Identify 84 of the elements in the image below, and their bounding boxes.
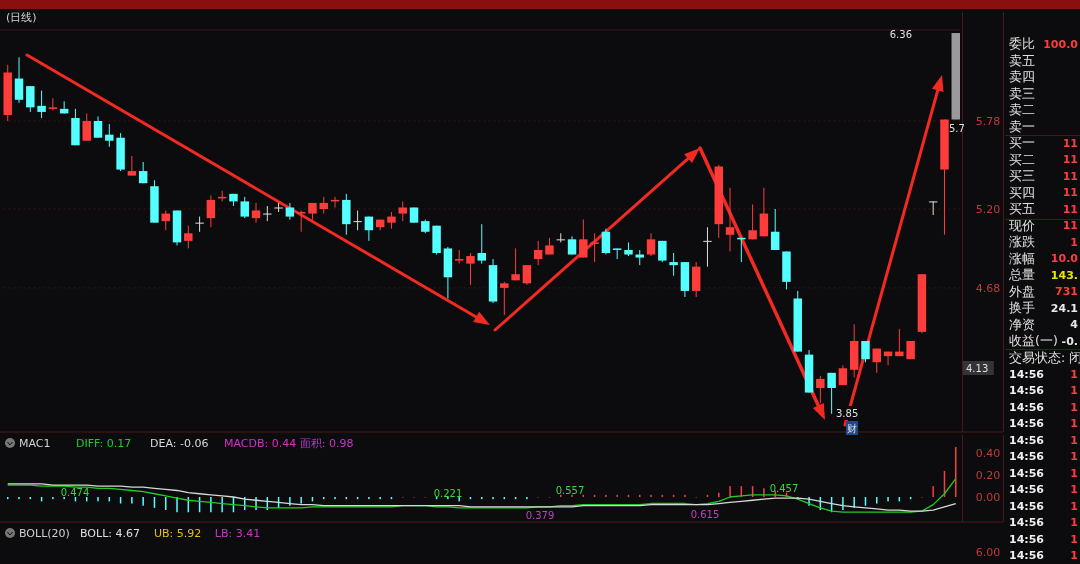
text: 4.13	[966, 362, 989, 374]
text: 10.0	[1050, 252, 1078, 266]
text: 1	[1070, 433, 1078, 447]
text: 11	[1062, 169, 1078, 183]
category-label: 外盘	[1009, 283, 1035, 299]
y-tick-label: 0.20	[975, 469, 1001, 483]
text: 6.00	[975, 545, 1001, 559]
text: UB: 5.92	[154, 527, 202, 540]
category-label: 14:56	[1009, 499, 1045, 513]
text: LB: 3.41	[214, 527, 261, 540]
y-tick-label: 0.40	[975, 447, 1001, 461]
category-label: 卖四	[1009, 69, 1035, 85]
category-label: 卖一	[1009, 118, 1035, 134]
text: 1	[1070, 235, 1078, 249]
annotation: 0.557	[555, 485, 585, 496]
text: 1	[1070, 450, 1078, 464]
category-label: 买二	[1009, 151, 1035, 167]
category-label: 14:56	[1009, 466, 1045, 480]
chart-title: (日线)	[6, 11, 37, 24]
text: 11	[1062, 186, 1078, 200]
text: 4	[1070, 318, 1078, 332]
text: BOLL(20)	[19, 527, 70, 540]
text: 1	[1070, 384, 1078, 398]
category-label: 14:56	[1009, 400, 1045, 414]
text: 1	[1070, 549, 1078, 563]
annotation: 0.474	[60, 487, 90, 498]
category-label: 涨幅	[1009, 250, 1035, 266]
text: 1	[1070, 532, 1078, 546]
text: 1	[1070, 466, 1078, 480]
annotation: 0.379	[525, 510, 555, 521]
category-label: 买五	[1009, 201, 1035, 217]
text: BOLL: 4.67	[80, 527, 140, 540]
annotation: 0.615	[690, 509, 720, 520]
category-label: 买四	[1009, 184, 1035, 200]
chart-title: MAC1	[19, 437, 51, 450]
annotation: 0.221	[433, 488, 463, 499]
category-label: 14:56	[1009, 532, 1045, 546]
text: 1	[1070, 417, 1078, 431]
category-label: 卖五	[1009, 52, 1035, 68]
annotation: 0.457	[769, 483, 799, 494]
category-label: 14:56	[1009, 433, 1045, 447]
category-label: 现价	[1009, 217, 1035, 233]
category-label: 14:56	[1009, 367, 1045, 381]
category-label: 14:56	[1009, 384, 1045, 398]
y-tick-label: 5.20	[975, 202, 1001, 216]
text: 143.	[1050, 268, 1078, 282]
text: DIFF: 0.17	[76, 437, 132, 450]
annotation: 6.36	[889, 28, 912, 40]
annotation: 3.85	[836, 407, 859, 419]
text: 100.0	[1043, 37, 1078, 51]
text: 11	[1062, 219, 1078, 233]
text: 11	[1062, 202, 1078, 216]
category-label: 买一	[1009, 135, 1035, 151]
text: 731	[1055, 285, 1078, 299]
text: 24.1	[1050, 301, 1078, 315]
category-label: 收益(一)	[1009, 333, 1058, 349]
y-tick-label: 4.68	[975, 281, 1001, 295]
text: 1	[1070, 516, 1078, 530]
text: 1	[1070, 367, 1078, 381]
text: 1	[1070, 400, 1078, 414]
category-label: 14:56	[1009, 417, 1045, 431]
y-tick-label: 5.78	[975, 114, 1001, 128]
chart-subtitle: MACDB: 0.44 面积: 0.98	[224, 437, 354, 450]
text: 1	[1070, 483, 1078, 497]
category-label: 14:56	[1009, 549, 1045, 563]
text: 11	[1062, 136, 1078, 150]
category-label: 买三	[1009, 168, 1035, 184]
category-label: 委比	[1009, 36, 1035, 52]
category-label: 14:56	[1009, 450, 1045, 464]
category-label: 换手	[1009, 300, 1035, 316]
annotation: 5.7	[949, 122, 965, 134]
category-label: 总量	[1008, 267, 1035, 283]
category-label: 卖三	[1009, 85, 1035, 101]
text: 11	[1062, 153, 1078, 167]
text: 1	[1070, 499, 1078, 513]
text: DEA: -0.06	[150, 437, 209, 450]
text: -0.	[1061, 334, 1078, 348]
category-label: 卖二	[1009, 102, 1035, 118]
category-label: 14:56	[1009, 516, 1045, 530]
category-label: 涨跌	[1009, 234, 1035, 250]
category-label: 净资	[1009, 316, 1035, 332]
annotation: 财	[847, 422, 857, 434]
category-label: 14:56	[1009, 483, 1045, 497]
y-tick-label: 0.00	[975, 490, 1001, 504]
